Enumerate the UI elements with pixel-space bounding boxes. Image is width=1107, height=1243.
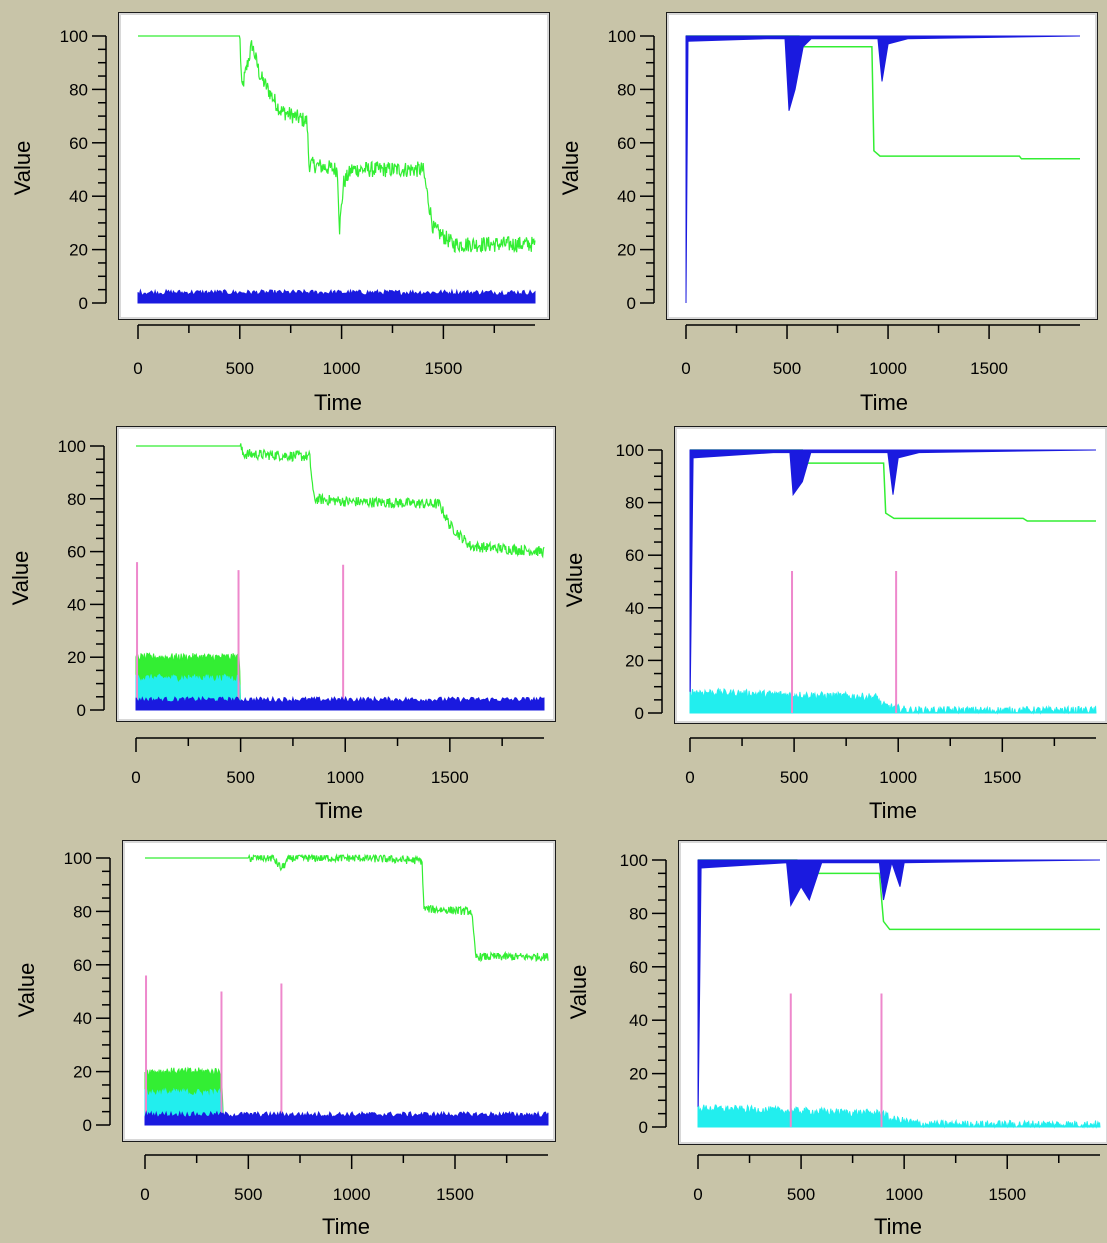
y-axis-title: Value — [8, 551, 33, 606]
chart-panel-5: 0 20 40 60 80 100 Value 0 500 1000 1500 Time — [14, 840, 556, 1239]
y-tick-label: 60 — [617, 134, 636, 153]
y-tick-label: 20 — [69, 241, 88, 260]
data-layer — [137, 35, 536, 304]
y-axis-title: Value — [10, 141, 35, 196]
y-tick-label: 60 — [73, 956, 92, 975]
y-tick-label: 40 — [629, 1011, 648, 1030]
chart-panel-3: 0 20 40 60 80 100 Value 0 500 1000 1500 Time — [8, 426, 556, 823]
x-tick-label: 1500 — [970, 359, 1008, 378]
y-tick-label: 20 — [625, 651, 644, 670]
y-tick-label: 80 — [629, 904, 648, 923]
x-tick-label: 0 — [681, 359, 690, 378]
x-axis-title: Time — [874, 1214, 922, 1239]
y-tick-label: 20 — [629, 1065, 648, 1084]
chart-panel-6: 0 20 40 60 80 100 Value 0 500 1000 1500 Time — [566, 840, 1107, 1239]
y-axis-title: Value — [562, 553, 587, 608]
series-5-band — [144, 1110, 549, 1126]
x-tick-label: 0 — [685, 768, 694, 787]
series-1-line — [136, 443, 545, 559]
x-tick-label: 0 — [131, 768, 140, 787]
x-tick-label: 1000 — [326, 768, 364, 787]
y-tick-label: 80 — [67, 490, 86, 509]
y-tick-label: 80 — [73, 902, 92, 921]
x-axis-title: Time — [315, 798, 363, 823]
y-tick-label: 40 — [617, 187, 636, 206]
x-tick-label: 1000 — [879, 768, 917, 787]
x-tick-label: 1500 — [436, 1185, 474, 1204]
series-1-line — [145, 853, 549, 963]
y-tick-label: 0 — [77, 701, 86, 720]
x-tick-label: 500 — [234, 1185, 262, 1204]
series-1-line — [138, 35, 536, 254]
x-tick-label: 500 — [226, 359, 254, 378]
chart-panel-2: 0 20 40 60 80 100 Value 0 500 1000 1500 Time — [558, 12, 1098, 415]
y-tick-label: 0 — [79, 294, 88, 313]
x-tick-label: 0 — [140, 1185, 149, 1204]
y-tick-label: 20 — [73, 1063, 92, 1082]
y-axis-title: Value — [566, 965, 591, 1020]
y-tick-label: 40 — [67, 595, 86, 614]
x-tick-label: 1000 — [333, 1185, 371, 1204]
x-tick-label: 1500 — [983, 768, 1021, 787]
y-tick-label: 0 — [639, 1118, 648, 1137]
y-tick-label: 60 — [69, 134, 88, 153]
x-axis-title: Time — [869, 798, 917, 823]
data-layer — [144, 853, 549, 1126]
x-tick-label: 500 — [780, 768, 808, 787]
y-tick-label: 60 — [629, 958, 648, 977]
y-tick-label: 100 — [64, 849, 92, 868]
y-tick-label: 80 — [625, 494, 644, 513]
x-axis-title: Time — [314, 390, 362, 415]
series-5-band — [135, 695, 545, 711]
x-axis-title: Time — [860, 390, 908, 415]
y-tick-label: 80 — [617, 80, 636, 99]
chart-panel-4: 0 20 40 60 80 100 Value 0 500 1000 1500 Time — [562, 426, 1107, 823]
data-layer — [135, 443, 545, 711]
y-tick-label: 40 — [625, 599, 644, 618]
y-tick-label: 20 — [67, 648, 86, 667]
y-axis-title: Value — [14, 963, 39, 1018]
x-tick-label: 1500 — [988, 1185, 1026, 1204]
x-tick-label: 1500 — [431, 768, 469, 787]
y-tick-label: 0 — [83, 1116, 92, 1135]
y-tick-label: 100 — [620, 851, 648, 870]
y-tick-label: 80 — [69, 80, 88, 99]
series-2-band — [137, 288, 536, 304]
y-tick-label: 100 — [58, 437, 86, 456]
x-axis-title: Time — [322, 1214, 370, 1239]
y-tick-label: 40 — [73, 1009, 92, 1028]
y-tick-label: 40 — [69, 187, 88, 206]
y-tick-label: 60 — [625, 546, 644, 565]
x-tick-label: 0 — [133, 359, 142, 378]
chart-panel-1: 0 20 40 60 80 100 Value 0 500 1000 1500 Time — [10, 12, 550, 415]
x-tick-label: 1000 — [323, 359, 361, 378]
y-tick-label: 20 — [617, 241, 636, 260]
x-tick-label: 500 — [226, 768, 254, 787]
y-tick-label: 100 — [60, 27, 88, 46]
series-2-band — [685, 35, 1081, 304]
x-tick-label: 0 — [693, 1185, 702, 1204]
data-layer — [697, 859, 1101, 1129]
data-layer — [689, 449, 1097, 715]
x-tick-label: 500 — [787, 1185, 815, 1204]
series-2-band — [689, 449, 1097, 714]
y-tick-label: 0 — [627, 294, 636, 313]
x-tick-label: 500 — [773, 359, 801, 378]
data-layer — [685, 35, 1081, 304]
y-tick-label: 100 — [608, 27, 636, 46]
series-2-band — [697, 859, 1101, 1128]
y-tick-label: 60 — [67, 543, 86, 562]
y-tick-label: 0 — [635, 704, 644, 723]
y-tick-label: 100 — [616, 441, 644, 460]
x-tick-label: 1000 — [885, 1185, 923, 1204]
series-3-band — [697, 1104, 1101, 1129]
plot-area — [679, 841, 1107, 1144]
x-tick-label: 1000 — [869, 359, 907, 378]
y-axis-title: Value — [558, 141, 583, 196]
x-tick-label: 1500 — [424, 359, 462, 378]
